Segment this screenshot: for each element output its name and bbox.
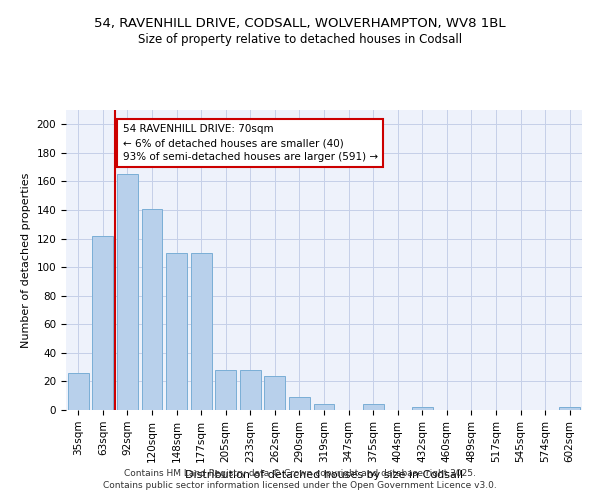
Bar [265, 376, 286, 410]
Bar [559, 407, 580, 410]
Text: Size of property relative to detached houses in Codsall: Size of property relative to detached ho… [138, 32, 462, 46]
Bar [289, 397, 310, 410]
Y-axis label: Number of detached properties: Number of detached properties [21, 172, 31, 348]
Bar [412, 407, 433, 410]
Bar [68, 373, 89, 410]
Bar [362, 404, 383, 410]
Bar [240, 370, 261, 410]
Text: 54, RAVENHILL DRIVE, CODSALL, WOLVERHAMPTON, WV8 1BL: 54, RAVENHILL DRIVE, CODSALL, WOLVERHAMP… [94, 18, 506, 30]
Bar [92, 236, 113, 410]
Bar [166, 253, 187, 410]
X-axis label: Distribution of detached houses by size in Codsall: Distribution of detached houses by size … [185, 470, 463, 480]
Bar [117, 174, 138, 410]
Bar [215, 370, 236, 410]
Text: Contains HM Land Registry data © Crown copyright and database right 2025.
Contai: Contains HM Land Registry data © Crown c… [103, 468, 497, 490]
Bar [314, 404, 334, 410]
Bar [191, 253, 212, 410]
Bar [142, 208, 163, 410]
Text: 54 RAVENHILL DRIVE: 70sqm
← 6% of detached houses are smaller (40)
93% of semi-d: 54 RAVENHILL DRIVE: 70sqm ← 6% of detach… [122, 124, 377, 162]
